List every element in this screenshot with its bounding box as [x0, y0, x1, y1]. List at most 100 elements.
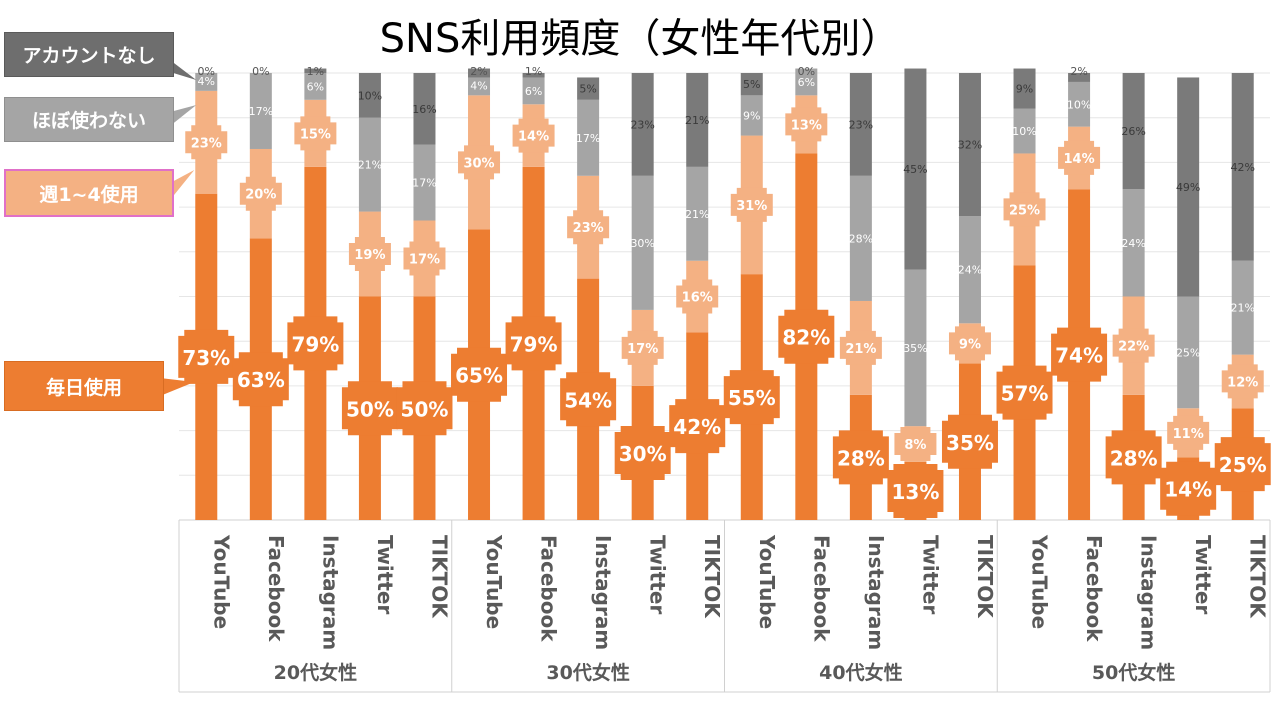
data-label-rare-12: 6% [798, 76, 815, 89]
data-label-rare-3: 6% [307, 80, 324, 93]
callout-tail-weekly-use [170, 170, 195, 200]
group-label-4: 50代女性 [1092, 661, 1175, 684]
label-badge-daily-5 [396, 381, 453, 436]
label-badge-weekly-1 [185, 125, 228, 160]
bar-none-17 [1068, 73, 1091, 82]
bar-rare-19 [1177, 296, 1200, 409]
label-badge-daily-12 [778, 309, 835, 364]
label-badge-daily-8 [560, 372, 617, 427]
bar-rare-16 [1013, 108, 1036, 154]
data-label-none-11: 5% [743, 78, 760, 91]
data-label-none-6: 2% [470, 65, 487, 78]
label-badge-daily-16 [996, 365, 1053, 420]
label-badge-weekly-19 [1167, 415, 1210, 450]
data-label-daily-2: 63% [237, 368, 285, 392]
data-label-weekly-3: 15% [300, 127, 331, 142]
data-label-daily-19: 14% [1164, 478, 1212, 502]
data-label-daily-13: 28% [837, 446, 885, 470]
data-label-weekly-11: 31% [736, 199, 767, 214]
label-badge-daily-3 [287, 316, 344, 371]
label-badge-weekly-16 [1003, 192, 1046, 227]
data-label-weekly-4: 19% [354, 248, 385, 263]
bar-rare-7 [522, 77, 545, 105]
data-label-daily-3: 79% [291, 332, 339, 356]
bar-rare-1 [195, 73, 218, 91]
label-badge-daily-15 [941, 414, 998, 469]
legend-callout-daily-use: 毎日使用 [4, 361, 164, 411]
data-label-none-18: 26% [1121, 125, 1145, 138]
data-label-rare-14: 35% [903, 342, 927, 355]
x-tick-label-youtube-1: YouTube [209, 534, 233, 629]
bar-none-15 [958, 73, 981, 217]
x-tick-label-youtube-11: YouTube [755, 534, 779, 629]
label-badge-weekly-10 [676, 279, 719, 314]
data-label-none-2: 0% [252, 65, 269, 78]
data-label-rare-17: 10% [1067, 98, 1091, 111]
x-tick-label-twitter-9: Twitter [646, 535, 670, 614]
data-label-none-16: 9% [1016, 83, 1033, 96]
data-label-weekly-17: 14% [1064, 152, 1095, 167]
data-label-rare-18: 24% [1121, 237, 1145, 250]
data-label-daily-1: 73% [182, 346, 230, 370]
label-badge-weekly-7 [512, 118, 555, 153]
bar-none-13 [849, 73, 872, 176]
x-tick-label-facebook-12: Facebook [809, 535, 833, 642]
data-label-none-13: 23% [849, 118, 873, 131]
bar-rare-8 [577, 99, 600, 176]
label-badge-daily-4 [341, 381, 398, 436]
data-label-daily-12: 82% [782, 326, 830, 350]
x-tick-label-facebook-7: Facebook [537, 535, 561, 642]
label-badge-weekly-9 [621, 330, 664, 365]
bar-none-19 [1177, 77, 1200, 297]
bar-none-8 [577, 77, 600, 100]
data-label-rare-10: 21% [685, 208, 709, 221]
label-badge-weekly-8 [567, 210, 610, 245]
data-label-daily-10: 42% [673, 415, 721, 439]
data-label-weekly-10: 16% [682, 291, 713, 306]
label-badge-weekly-4 [348, 237, 391, 272]
bar-none-10 [686, 73, 709, 167]
data-label-daily-6: 65% [455, 364, 503, 388]
label-badge-weekly-2 [239, 176, 282, 211]
x-tick-label-tiktok-20: TIKTOK [1246, 535, 1270, 619]
data-label-weekly-20: 12% [1227, 375, 1258, 390]
data-label-daily-8: 54% [564, 388, 612, 412]
callout-tail-daily-use [160, 378, 195, 396]
bar-rare-4 [358, 117, 381, 212]
data-label-none-7: 1% [525, 65, 542, 78]
data-label-rare-4: 21% [358, 159, 382, 172]
data-label-weekly-12: 13% [791, 118, 822, 133]
label-badge-weekly-14 [894, 427, 937, 462]
data-label-rare-1: 4% [198, 75, 215, 88]
bar-rare-11 [740, 95, 763, 136]
x-tick-label-instagram-18: Instagram [1137, 535, 1161, 650]
bar-rare-5 [413, 144, 436, 221]
data-label-none-5: 16% [412, 103, 436, 116]
label-badge-daily-13 [832, 430, 889, 485]
data-label-daily-15: 35% [946, 431, 994, 455]
data-label-daily-18: 28% [1110, 446, 1158, 470]
x-tick-label-tiktok-15: TIKTOK [973, 535, 997, 619]
label-badge-weekly-20 [1221, 364, 1264, 399]
bar-rare-20 [1231, 260, 1254, 355]
data-label-daily-16: 57% [1001, 382, 1049, 406]
bar-none-9 [631, 73, 654, 176]
data-label-rare-2: 17% [249, 105, 273, 118]
data-label-daily-11: 55% [728, 386, 776, 410]
bar-rare-9 [631, 175, 654, 310]
label-badge-daily-20 [1214, 437, 1271, 492]
data-label-rare-9: 30% [630, 237, 654, 250]
bar-rare-2 [249, 73, 272, 149]
x-tick-label-facebook-2: Facebook [264, 535, 288, 642]
label-badge-daily-18 [1105, 430, 1162, 485]
data-label-rare-15: 24% [958, 264, 982, 277]
label-badge-weekly-15 [948, 326, 991, 361]
bar-none-14 [904, 68, 927, 270]
bar-rare-17 [1068, 81, 1091, 127]
x-tick-label-twitter-14: Twitter [918, 535, 942, 614]
label-badge-daily-9 [614, 425, 671, 480]
group-label-1: 20代女性 [274, 661, 357, 684]
label-badge-daily-11 [723, 370, 780, 425]
group-label-2: 30代女性 [546, 661, 629, 684]
